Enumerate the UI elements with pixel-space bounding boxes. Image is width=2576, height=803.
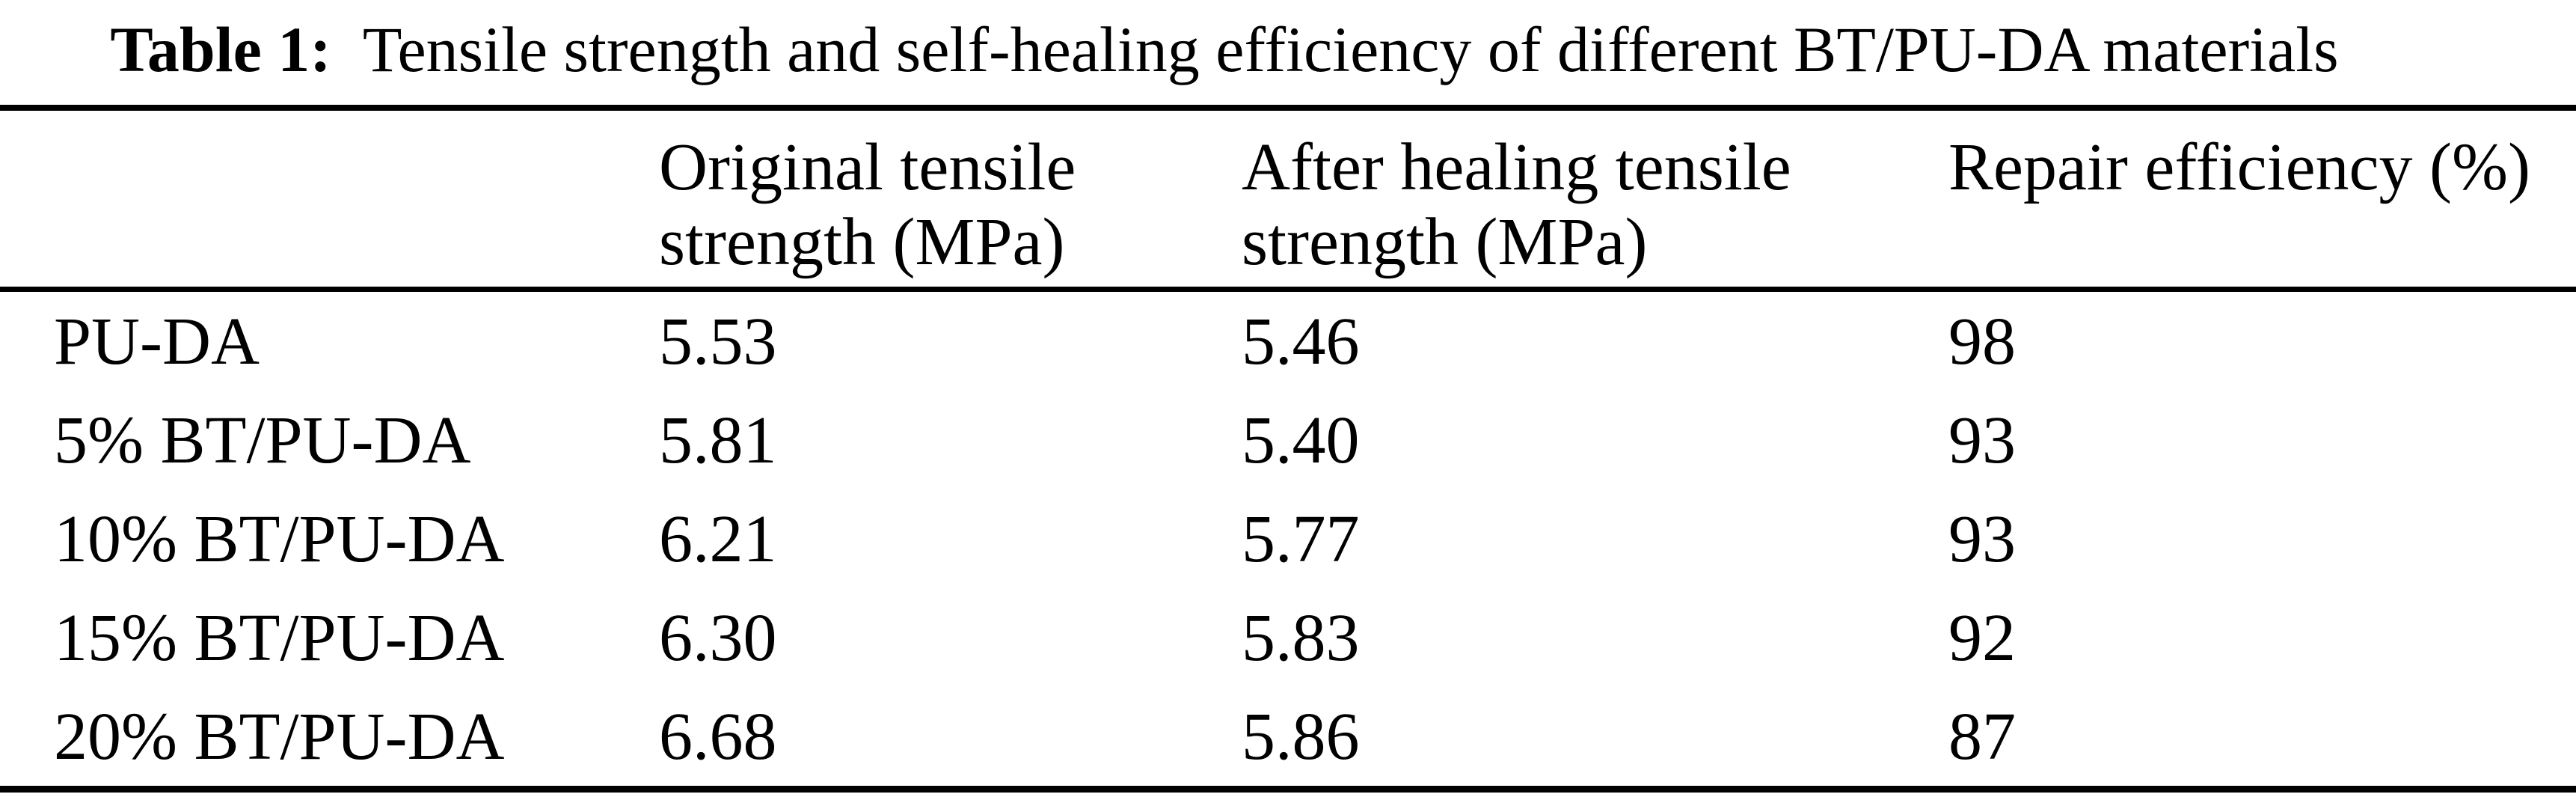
healed-strength-cell: 5.77 (1242, 501, 1360, 576)
material-cell: PU-DA (54, 304, 260, 379)
original-strength-cell: 5.53 (659, 304, 777, 379)
original-strength-cell: 6.30 (659, 600, 777, 675)
table-row: 10% BT/PU-DA 6.21 5.77 93 (0, 489, 2576, 588)
healed-strength-cell: 5.40 (1242, 403, 1360, 477)
original-strength-cell: 5.81 (659, 403, 777, 477)
table-row: 5% BT/PU-DA 5.81 5.40 93 (0, 391, 2576, 489)
data-table: Original tensile strength (MPa) After he… (0, 105, 2576, 793)
material-cell: 5% BT/PU-DA (54, 403, 471, 477)
repair-efficiency-cell: 92 (1948, 600, 2016, 675)
header-material (0, 108, 659, 290)
healed-strength-cell: 5.46 (1242, 304, 1360, 379)
material-cell: 15% BT/PU-DA (54, 600, 505, 675)
repair-efficiency-cell: 93 (1948, 403, 2016, 477)
table-body: PU-DA 5.53 5.46 98 5% BT/PU-DA 5.81 5.40… (0, 290, 2576, 790)
table-row: 15% BT/PU-DA 6.30 5.83 92 (0, 588, 2576, 687)
table-caption-text: Tensile strength and self-healing effici… (362, 13, 2339, 85)
healed-strength-cell: 5.86 (1242, 699, 1360, 774)
header-repair-efficiency: Repair efficiency (%) (1948, 130, 2530, 204)
healed-strength-cell: 5.83 (1242, 600, 1360, 675)
table-caption-label: Table 1: (110, 13, 331, 85)
repair-efficiency-cell: 87 (1948, 699, 2016, 774)
header-original-tensile-strength: Original tensile strength (MPa) (659, 130, 1076, 279)
table-row: 20% BT/PU-DA 6.68 5.86 87 (0, 687, 2576, 790)
header-after-healing-tensile-strength: After healing tensile strength (MPa) (1242, 130, 1791, 279)
table-caption: Table 1: Tensile strength and self-healin… (0, 0, 2576, 105)
original-strength-cell: 6.21 (659, 501, 777, 576)
original-strength-cell: 6.68 (659, 699, 777, 774)
table-row: PU-DA 5.53 5.46 98 (0, 290, 2576, 391)
header-row: Original tensile strength (MPa) After he… (0, 108, 2576, 290)
repair-efficiency-cell: 98 (1948, 304, 2016, 379)
material-cell: 20% BT/PU-DA (54, 699, 505, 774)
material-cell: 10% BT/PU-DA (54, 501, 505, 576)
repair-efficiency-cell: 93 (1948, 501, 2016, 576)
table-header: Original tensile strength (MPa) After he… (0, 108, 2576, 290)
